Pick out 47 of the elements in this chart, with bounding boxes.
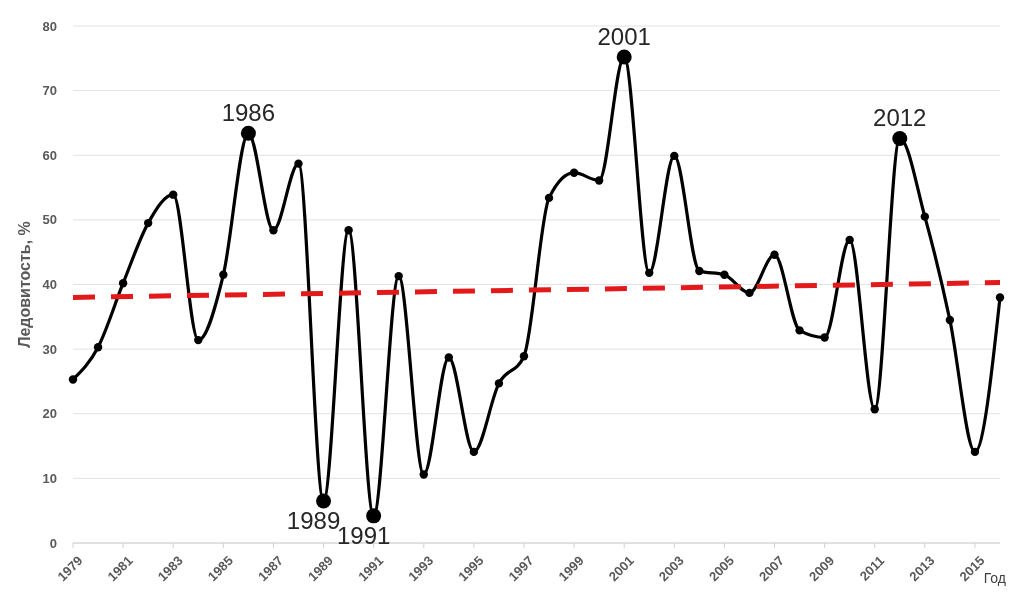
y-tick-label: 30 xyxy=(42,341,57,357)
point xyxy=(544,193,554,203)
point xyxy=(995,293,1005,302)
point xyxy=(419,470,428,479)
y-tick-label: 40 xyxy=(42,277,57,293)
point xyxy=(594,176,604,185)
point xyxy=(519,352,529,361)
point xyxy=(695,266,704,276)
point xyxy=(720,270,729,280)
point xyxy=(93,342,103,352)
point xyxy=(194,335,203,345)
point xyxy=(444,353,454,362)
y-tick-label: 20 xyxy=(42,406,57,422)
annotation: 1986 xyxy=(221,99,276,127)
point xyxy=(269,226,278,235)
point xyxy=(920,212,930,221)
point xyxy=(294,159,303,168)
point xyxy=(569,168,579,177)
y-tick-label: 0 xyxy=(49,535,57,551)
point xyxy=(143,218,153,228)
y-tick-label: 80 xyxy=(42,18,57,34)
point xyxy=(344,226,353,235)
point xyxy=(645,268,654,278)
x-axis-title: Год xyxy=(983,570,1006,586)
point xyxy=(469,447,479,457)
point xyxy=(670,151,679,161)
point xyxy=(945,315,955,325)
y-tick-label: 70 xyxy=(42,83,57,99)
annotation: 2012 xyxy=(873,104,927,132)
point xyxy=(745,288,754,298)
y-tick-label: 50 xyxy=(42,212,57,228)
y-tick-label: 10 xyxy=(42,470,57,486)
point xyxy=(68,375,78,384)
point xyxy=(845,235,854,245)
point xyxy=(970,447,980,457)
point xyxy=(118,279,128,288)
point xyxy=(219,270,228,280)
point xyxy=(770,250,779,259)
point xyxy=(169,190,178,199)
point xyxy=(870,405,879,414)
y-tick-label: 60 xyxy=(42,147,57,163)
point xyxy=(394,271,403,281)
point xyxy=(494,379,504,388)
y-axis-title: Ледовитость, % xyxy=(16,221,33,348)
point xyxy=(795,326,804,335)
point xyxy=(820,333,829,342)
annotation: 2001 xyxy=(597,23,651,51)
